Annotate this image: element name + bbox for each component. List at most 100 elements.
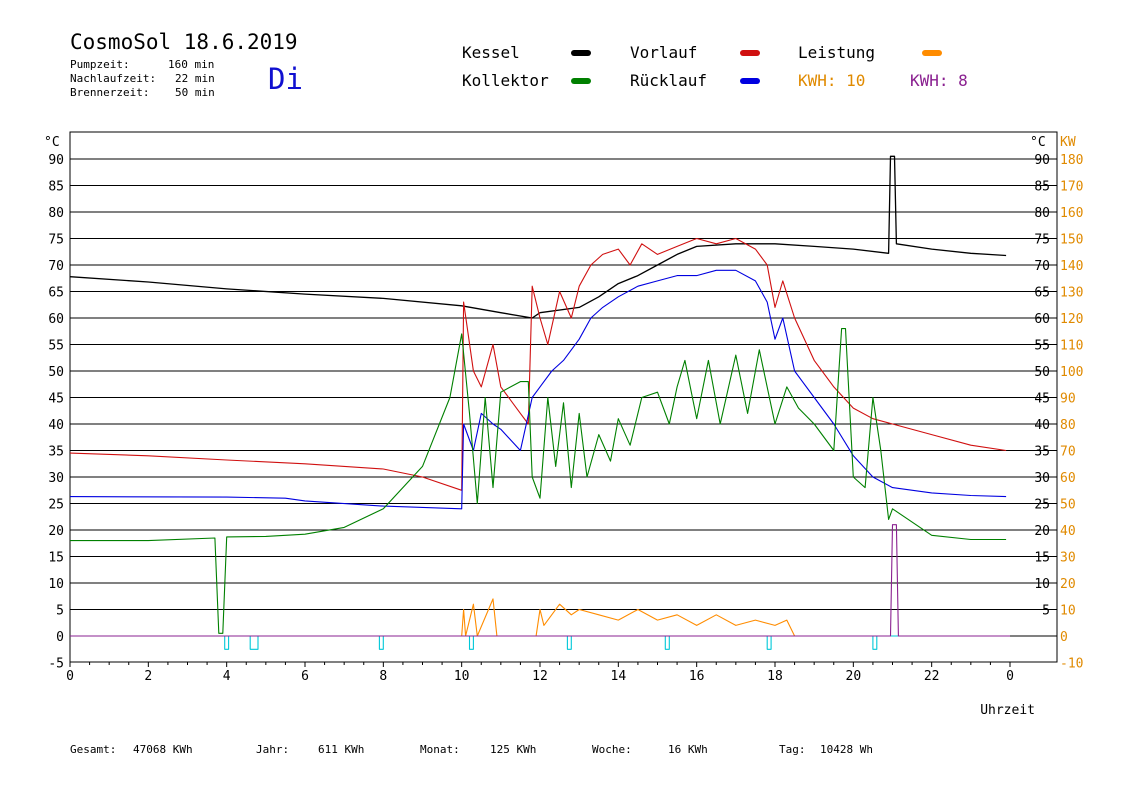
series-line-brenner bbox=[70, 524, 1010, 637]
y-tick-right-75: 75 bbox=[1034, 233, 1050, 248]
footer-gesamt-value: 47068 KWh bbox=[133, 743, 193, 756]
kwh-purple-label: KWH: 8 bbox=[910, 71, 968, 90]
x-tick-label-12: 0 bbox=[1006, 669, 1014, 684]
x-tick-label-1: 2 bbox=[144, 669, 152, 684]
y-tick-right-20: 20 bbox=[1034, 524, 1050, 539]
footer-jahr-label: Jahr: bbox=[256, 743, 290, 756]
y-tick-left--5: -5 bbox=[48, 657, 64, 672]
series-line-kessel bbox=[69, 155, 1007, 319]
y-tick-left-90: 90 bbox=[48, 153, 64, 168]
y-tick-right-80: 80 bbox=[1034, 206, 1050, 221]
y-tick-left-85: 85 bbox=[48, 180, 64, 195]
y-tick-kw-170: 170 bbox=[1060, 180, 1083, 195]
y-tick-right-85: 85 bbox=[1034, 180, 1050, 195]
footer-gesamt-label: Gesamt: bbox=[70, 743, 117, 756]
x-tick-label-0: 0 bbox=[66, 669, 74, 684]
x-axis-label: Uhrzeit bbox=[980, 703, 1035, 718]
series-line-pumpe bbox=[70, 635, 1010, 650]
info-nachlaufzeit-value: 22 min bbox=[175, 72, 215, 85]
y-tick-right-45: 45 bbox=[1034, 392, 1050, 407]
footer-woche-value: 16 KWh bbox=[668, 743, 708, 756]
y-tick-left-30: 30 bbox=[48, 471, 64, 486]
y-tick-left-45: 45 bbox=[48, 392, 64, 407]
x-tick-label-4: 8 bbox=[379, 669, 387, 684]
y-tick-kw-80: 80 bbox=[1060, 418, 1076, 433]
y-tick-right-40: 40 bbox=[1034, 418, 1050, 433]
legend-leistung-swatch bbox=[922, 50, 942, 56]
info-nachlaufzeit-label: Nachlaufzeit: bbox=[70, 72, 157, 85]
y-tick-right-25: 25 bbox=[1034, 498, 1050, 513]
y-tick-left-60: 60 bbox=[48, 312, 64, 327]
y-tick-kw-10: 10 bbox=[1060, 604, 1076, 619]
info-brennerzeit-label: Brennerzeit: bbox=[70, 86, 150, 99]
footer-monat-label: Monat: bbox=[420, 743, 460, 756]
y-tick-kw-120: 120 bbox=[1060, 312, 1083, 327]
y-tick-left-0: 0 bbox=[56, 630, 64, 645]
y-tick-kw--10: -10 bbox=[1060, 657, 1083, 672]
y-tick-left-15: 15 bbox=[48, 551, 64, 566]
x-tick-label-3: 6 bbox=[301, 669, 309, 684]
y-tick-left-80: 80 bbox=[48, 206, 64, 221]
series-line-vorlauf bbox=[69, 237, 1007, 491]
y-tick-right-10: 10 bbox=[1034, 577, 1050, 592]
y-tick-left-5: 5 bbox=[56, 604, 64, 619]
legend-ruecklauf-swatch bbox=[740, 78, 760, 84]
y-tick-kw-20: 20 bbox=[1060, 577, 1076, 592]
footer-tag-value: 10428 Wh bbox=[820, 743, 873, 756]
x-tick-label-9: 18 bbox=[767, 669, 783, 684]
y-tick-left-70: 70 bbox=[48, 259, 64, 274]
footer-woche-label: Woche: bbox=[592, 743, 632, 756]
legend-vorlauf-swatch bbox=[740, 50, 760, 56]
y-tick-kw-150: 150 bbox=[1060, 233, 1083, 248]
y-tick-kw-30: 30 bbox=[1060, 551, 1076, 566]
y-tick-right-70: 70 bbox=[1034, 259, 1050, 274]
legend-vorlauf-label: Vorlauf bbox=[630, 43, 698, 62]
footer-monat-value: 125 KWh bbox=[490, 743, 537, 756]
y-tick-right-50: 50 bbox=[1034, 365, 1050, 380]
x-tick-label-6: 12 bbox=[532, 669, 548, 684]
y-tick-left-65: 65 bbox=[48, 286, 64, 301]
y-tick-kw-100: 100 bbox=[1060, 365, 1083, 380]
y-tick-kw-130: 130 bbox=[1060, 286, 1083, 301]
y-tick-left-75: 75 bbox=[48, 233, 64, 248]
y-tick-right-5: 5 bbox=[1042, 604, 1050, 619]
y-tick-right-35: 35 bbox=[1034, 445, 1050, 460]
y-tick-kw-110: 110 bbox=[1060, 339, 1083, 354]
y-tick-kw-40: 40 bbox=[1060, 524, 1076, 539]
x-tick-label-7: 14 bbox=[611, 669, 627, 684]
y-axis-unit-left: °C bbox=[44, 135, 60, 150]
chart-title: CosmoSol 18.6.2019 bbox=[70, 30, 298, 54]
x-tick-label-11: 22 bbox=[924, 669, 940, 684]
info-brennerzeit-value: 50 min bbox=[175, 86, 215, 99]
legend-kollektor-swatch bbox=[571, 78, 591, 84]
y-tick-left-10: 10 bbox=[48, 577, 64, 592]
y-tick-kw-0: 0 bbox=[1060, 630, 1068, 645]
y-tick-left-50: 50 bbox=[48, 365, 64, 380]
y-tick-right-30: 30 bbox=[1034, 471, 1050, 486]
y-tick-kw-140: 140 bbox=[1060, 259, 1083, 274]
y-tick-kw-50: 50 bbox=[1060, 498, 1076, 513]
y-tick-left-40: 40 bbox=[48, 418, 64, 433]
series-line-rücklauf bbox=[69, 269, 1007, 510]
legend-kessel-label: Kessel bbox=[462, 43, 520, 62]
y-tick-kw-70: 70 bbox=[1060, 445, 1076, 460]
footer-tag-label: Tag: bbox=[779, 743, 806, 756]
legend-ruecklauf-label: Rücklauf bbox=[630, 71, 708, 90]
y-tick-left-55: 55 bbox=[48, 339, 64, 354]
y-tick-left-25: 25 bbox=[48, 498, 64, 513]
y-tick-right-15: 15 bbox=[1034, 551, 1050, 566]
info-pumpzeit-value: 160 min bbox=[168, 58, 215, 71]
y-tick-right-55: 55 bbox=[1034, 339, 1050, 354]
y-tick-left-35: 35 bbox=[48, 445, 64, 460]
info-pumpzeit-label: Pumpzeit: bbox=[70, 58, 130, 71]
series-line-kollektor bbox=[70, 328, 1007, 634]
x-tick-label-5: 10 bbox=[454, 669, 470, 684]
day-label: Di bbox=[268, 62, 303, 96]
y-tick-right-90: 90 bbox=[1034, 153, 1050, 168]
y-axis-unit-kw: KW bbox=[1060, 135, 1076, 150]
legend-kollektor-label: Kollektor bbox=[462, 71, 549, 90]
y-tick-kw-180: 180 bbox=[1060, 153, 1083, 168]
legend-leistung-label: Leistung bbox=[798, 43, 876, 62]
x-tick-label-10: 20 bbox=[846, 669, 862, 684]
